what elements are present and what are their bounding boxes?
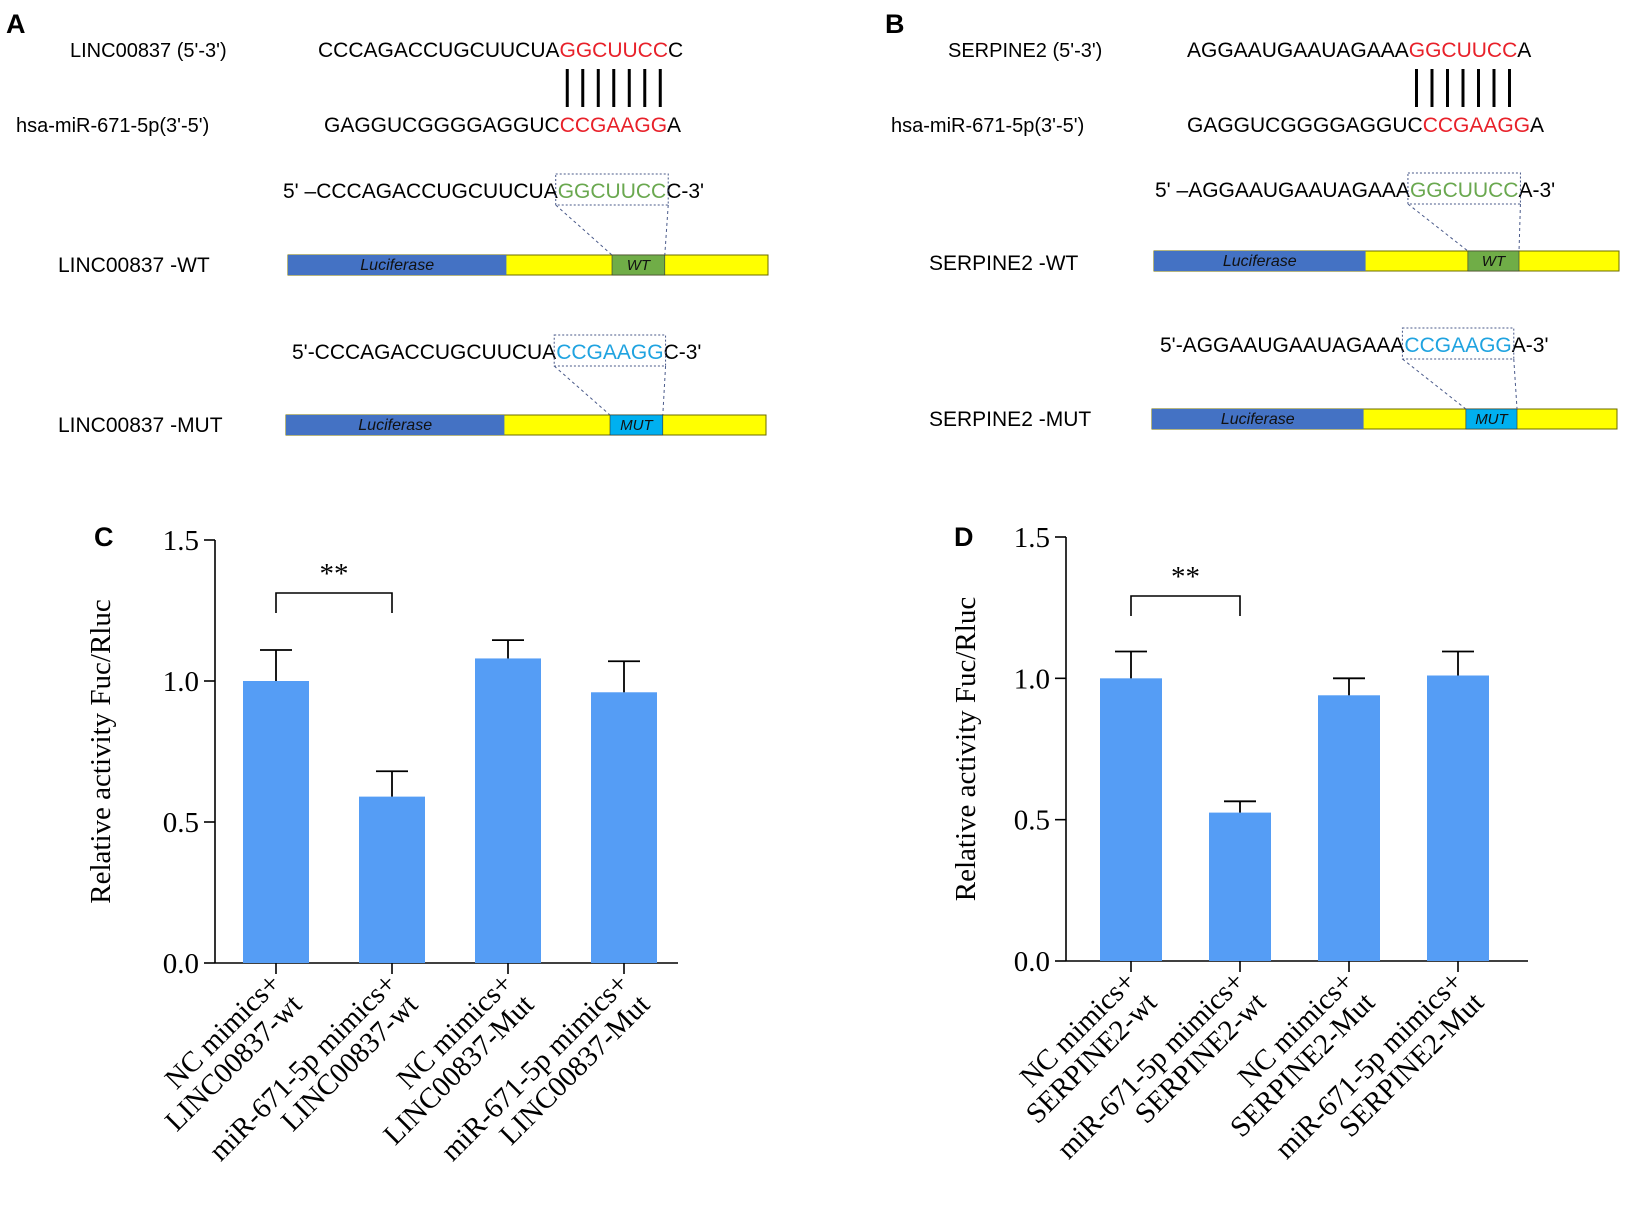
luciferase-segment (286, 415, 505, 435)
panel-letter-C: C (94, 522, 114, 552)
y-tick-label: 0.5 (1014, 805, 1050, 837)
significance-bracket (275, 592, 393, 613)
mut-seq-site: CCGAAGG (1404, 334, 1511, 357)
y-tick-label: 0.0 (1014, 946, 1050, 978)
mirna-seq-seed: CCGAAGG (1423, 114, 1530, 137)
y-tick-label: 1.0 (163, 666, 199, 698)
y-tick-label: 0.0 (163, 948, 199, 980)
luciferase-label: Luciferase (360, 257, 434, 274)
gene-sequence: AGGAAUGAAUAGAAAGGCUUCCA (1187, 39, 1531, 62)
y-tick-label: 1.5 (163, 525, 199, 557)
y-tick-label: 0.5 (163, 807, 199, 839)
connector-line (1513, 358, 1518, 410)
connector-line (553, 365, 611, 416)
bar (1100, 678, 1162, 961)
mut-seq-prefix: 5'-CCCAGACCUGCUUCUA (292, 341, 556, 364)
gene-seq-prefix: CCCAGACCUGCUUCUA (318, 39, 560, 62)
significance-label: ** (320, 558, 349, 590)
bar (359, 796, 425, 963)
wt-seq-prefix: 5' –AGGAAUGAAUAGAAA (1155, 179, 1410, 202)
gene-sequence: CCCAGACCUGCUUCUAGGCUUCCC (318, 39, 683, 62)
panel-letter-A: A (6, 9, 26, 39)
mut-seq-prefix: 5'-AGGAAUGAAUAGAAA (1160, 334, 1404, 357)
mut-label: LINC00837 -MUT (58, 414, 223, 437)
luciferase-segment (1154, 251, 1366, 271)
panel-letter-B: B (885, 9, 905, 39)
gene-seq-seed: GGCUUCC (560, 39, 669, 62)
mirna-sequence: GAGGUCGGGGAGGUCCCGAAGGA (324, 114, 681, 137)
mirna-seq-suffix: A (667, 114, 681, 137)
mut-seq-suffix: A-3' (1512, 334, 1549, 357)
mut-seq-site: CCGAAGG (556, 341, 663, 364)
mut-sequence: 5'-CCCAGACCUGCUUCUACCGAAGGC-3' (292, 341, 701, 364)
mirna-seq-suffix: A (1530, 114, 1544, 137)
gene-seq-prefix: AGGAAUGAAUAGAAA (1187, 39, 1409, 62)
y-axis-label: Relative activity Fuc/Rluc (85, 599, 117, 903)
wt-seq-prefix: 5' –CCCAGACCUGCUUCUA (283, 180, 558, 203)
mut-site-box (553, 334, 667, 367)
mut-site-label: MUT (620, 417, 654, 434)
connector-line (664, 204, 669, 256)
luciferase-segment (1152, 409, 1364, 429)
connector-line (1407, 203, 1469, 252)
wt-sequence: 5' –AGGAAUGAAUAGAAAGGCUUCCA-3' (1155, 179, 1555, 202)
wt-site-box (1407, 172, 1521, 205)
luciferase-segment (288, 255, 507, 275)
wt-seq-site: GGCUUCC (558, 180, 667, 203)
y-tick-label: 1.0 (1014, 663, 1050, 695)
bar (1427, 675, 1489, 961)
gene-label: LINC00837 (5'-3') (70, 40, 227, 62)
mirna-seq-seed: CCGAAGG (560, 114, 667, 137)
wt-site-label: WT (1482, 253, 1507, 270)
mut-label: SERPINE2 -MUT (929, 408, 1091, 431)
wt-site-box (555, 173, 669, 206)
mut-site-box (1401, 327, 1515, 360)
bar (1209, 812, 1271, 961)
wt-label: SERPINE2 -WT (929, 252, 1079, 275)
mut-sequence: 5'-AGGAAUGAAUAGAAACCGAAGGA-3' (1160, 334, 1548, 357)
gene-seq-suffix: C (668, 39, 683, 62)
mut-site-segment (1465, 408, 1518, 430)
wt-seq-suffix: A-3' (1518, 179, 1555, 202)
wt-seq-suffix: C-3' (666, 180, 704, 203)
gene-label: SERPINE2 (5'-3') (948, 40, 1102, 62)
mirna-seq-prefix: GAGGUCGGGGAGGUC (1187, 114, 1423, 137)
luciferase-label: Luciferase (1221, 411, 1295, 428)
connector-line (1518, 203, 1521, 252)
bar (243, 681, 309, 963)
gene-seq-seed: GGCUUCC (1409, 39, 1518, 62)
wt-label: LINC00837 -WT (58, 254, 210, 277)
wt-sequence: 5' –CCCAGACCUGCUUCUAGGCUUCCC-3' (283, 180, 704, 203)
significance-bracket (1130, 595, 1241, 616)
connector-line (555, 204, 613, 256)
significance-label: ** (1171, 561, 1200, 593)
luciferase-label: Luciferase (358, 417, 432, 434)
panel-letter-D: D (954, 522, 974, 552)
bar (591, 692, 657, 963)
wt-site-segment (1467, 250, 1520, 272)
luciferase-label: Luciferase (1223, 253, 1297, 270)
mut-site-segment (609, 414, 664, 436)
y-tick-label: 1.5 (1014, 522, 1050, 554)
mirna-label: hsa-miR-671-5p(3'-5') (891, 115, 1084, 137)
mirna-sequence: GAGGUCGGGGAGGUCCCGAAGGA (1187, 114, 1544, 137)
bar (475, 658, 541, 963)
mirna-seq-prefix: GAGGUCGGGGAGGUC (324, 114, 560, 137)
bar (1318, 695, 1380, 961)
mut-site-label: MUT (1475, 411, 1509, 428)
mut-seq-suffix: C-3' (664, 341, 702, 364)
wt-site-label: WT (627, 257, 652, 274)
gene-seq-suffix: A (1517, 39, 1531, 62)
wt-seq-site: GGCUUCC (1410, 179, 1519, 202)
connector-line (662, 365, 667, 416)
wt-site-segment (611, 254, 666, 276)
connector-line (1402, 358, 1467, 410)
mirna-label: hsa-miR-671-5p(3'-5') (16, 115, 209, 137)
y-axis-label: Relative activity Fuc/Rluc (950, 597, 982, 901)
